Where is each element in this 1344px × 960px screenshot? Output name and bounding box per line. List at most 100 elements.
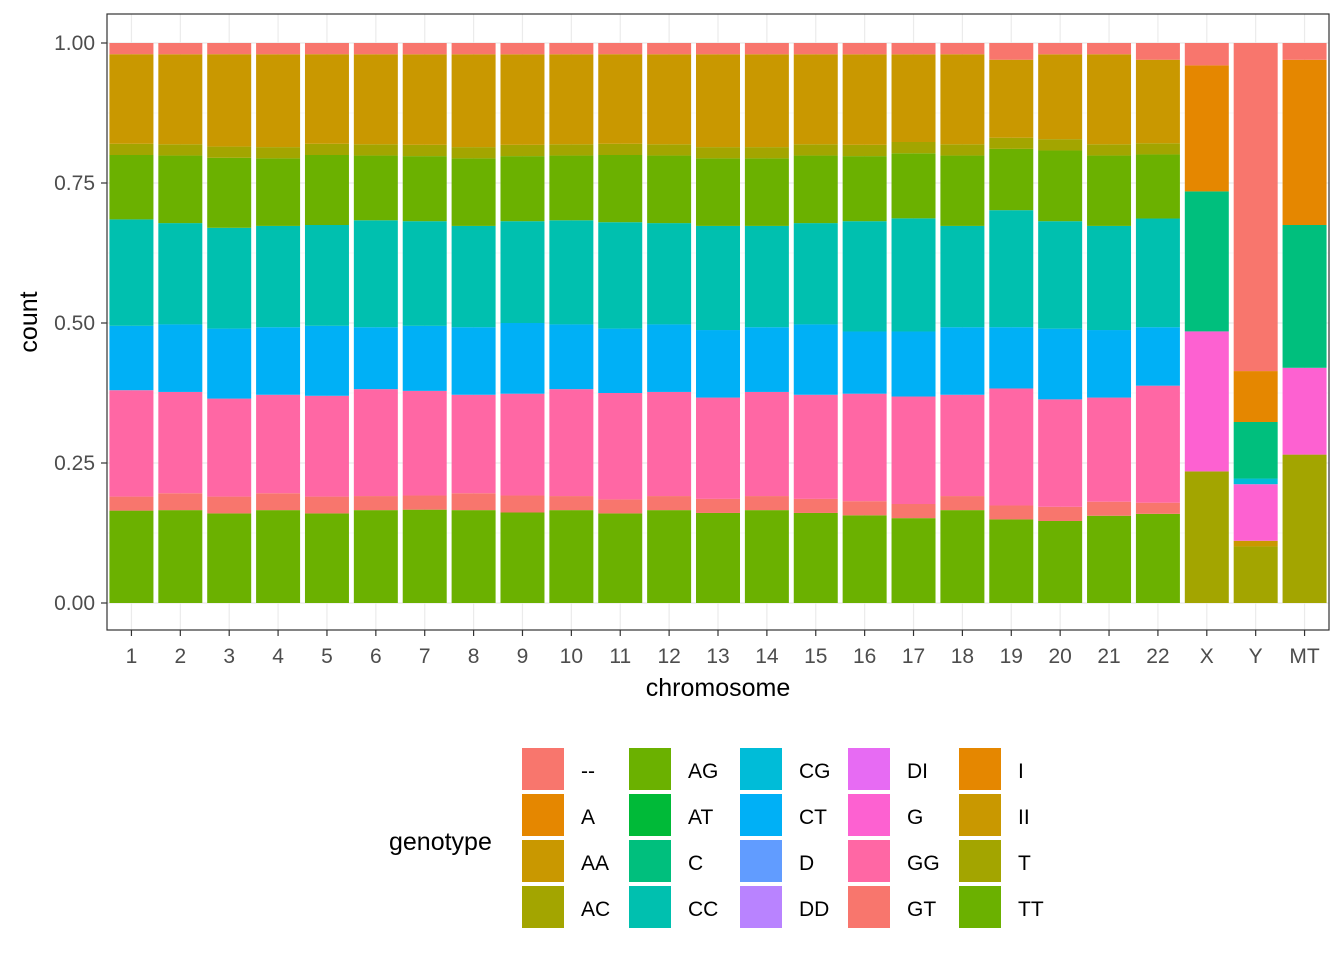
bars [109, 43, 1327, 603]
bar-segment-3-CT [207, 328, 252, 399]
bar-segment-15-AC [793, 144, 838, 156]
bar-segment-5-AG [304, 155, 349, 225]
bar-segment-19-AC [989, 137, 1034, 149]
bar-segment-16--- [842, 43, 887, 55]
bar-segment-8-AC [451, 147, 496, 159]
bar-segment-14-CC [744, 225, 789, 328]
legend-label-TT: TT [1018, 898, 1044, 921]
legend-key-AA [522, 840, 564, 882]
legend-title: genotype [389, 828, 492, 856]
bar-segment-22-CT [1135, 327, 1180, 386]
bar-segment-2-TT [158, 510, 203, 603]
bar-segment-2-AC [158, 144, 203, 156]
x-tick-label: 3 [223, 645, 235, 668]
bar-segment-21-GG [1087, 397, 1132, 502]
bar-segment-19-TT [989, 519, 1034, 603]
bar-segment-MT--- [1282, 43, 1327, 60]
legend-label-CG: CG [799, 760, 831, 783]
bar-segment-MT-A [1282, 59, 1327, 225]
x-tick-label: 2 [174, 645, 186, 668]
bar-segment-21-AG [1087, 155, 1132, 226]
bar-segment-12-GT [647, 496, 692, 511]
bar-segment-7-AG [402, 156, 447, 222]
bar-segment-18-AG [940, 155, 985, 226]
bar-segment-17-AG [891, 153, 936, 219]
bar-segment-9-AG [500, 156, 545, 222]
legend-label-GT: GT [907, 898, 936, 921]
bar-segment-22-CC [1135, 218, 1180, 328]
bar-segment-1-GT [109, 496, 154, 511]
bar-segment-9-AC [500, 144, 545, 157]
legend-label---: -- [581, 760, 595, 783]
x-tick-label: 20 [1048, 645, 1071, 668]
legend-key-GG [848, 840, 890, 882]
bar-segment-20-AG [1038, 150, 1083, 222]
bar-segment-6-CT [353, 327, 398, 390]
bar-segment-14-AA [744, 54, 789, 148]
legend-key-DI [848, 748, 890, 790]
y-tick-label: 0.25 [54, 452, 95, 475]
bar-segment-15--- [793, 43, 838, 55]
bar-segment-2-GT [158, 493, 203, 511]
legend-key-GT [848, 886, 890, 928]
bar-segment-11-CC [598, 222, 643, 329]
bar-segment-6-AG [353, 155, 398, 221]
bar-segment-MT-T [1282, 454, 1327, 603]
bar-segment-13-GG [696, 397, 740, 499]
bar-segment-19-AA [989, 59, 1034, 138]
x-tick-label: 5 [321, 645, 333, 668]
x-tick-label: 21 [1097, 645, 1120, 668]
bar-segment-11--- [598, 43, 643, 55]
x-tick-label: 17 [902, 645, 925, 668]
bar-segment-18-TT [940, 510, 985, 603]
bar-segment-X-G [1184, 331, 1229, 472]
bar-segment-9-CC [500, 221, 545, 323]
x-tick-label: 9 [517, 645, 529, 668]
bar-segment-13--- [696, 43, 740, 55]
bar-segment-21--- [1087, 43, 1132, 55]
bar-segment-14-AC [744, 147, 789, 159]
bar-segment-10-GG [549, 389, 594, 497]
bar-segment-6-CC [353, 220, 398, 328]
bar-segment-22-GG [1135, 385, 1180, 503]
y-tick-label: 1.00 [54, 32, 95, 55]
legend-label-G: G [907, 806, 923, 829]
bar-segment-8-CT [451, 327, 496, 395]
bar-segment-13-AA [696, 54, 740, 148]
x-tick-label: 11 [609, 645, 631, 668]
legend-key-CT [740, 794, 782, 836]
x-axis: 1 2 3 4 5 6 7 8 9 10 11 12 13 14 15 16 17 18 19 20 21 22 X Y MT [126, 630, 1320, 668]
bar-segment-15-CC [793, 223, 838, 325]
bar-segment-6-AC [353, 144, 398, 156]
bar-segment-2-GG [158, 391, 203, 494]
bar-segment-17-CT [891, 331, 936, 397]
bar-segment-10-AA [549, 54, 594, 145]
bar-segment-12-AG [647, 155, 692, 224]
bar-segment-18-CT [940, 327, 985, 395]
bar-segment-15-TT [793, 512, 838, 603]
bar-segment-4-AA [256, 54, 301, 148]
bar-segment-22-AC [1135, 143, 1180, 155]
bar-segment-11-AG [598, 155, 643, 223]
bar-segment-20-GT [1038, 506, 1083, 521]
bar-segment-22-AG [1135, 154, 1180, 219]
bar-segment-12-CT [647, 324, 692, 392]
bar-segment-MT-C [1282, 225, 1327, 368]
bar-segment-6-GG [353, 389, 398, 497]
bar-segment-5-AC [304, 143, 349, 155]
bar-segment-2-AA [158, 54, 203, 145]
bar-segment-12-AC [647, 144, 692, 156]
bar-segment-22-TT [1135, 513, 1180, 603]
bar-segment-4--- [256, 43, 301, 55]
bar-segment-6--- [353, 43, 398, 55]
bar-segment-17-CC [891, 218, 936, 332]
bar-segment-12-TT [647, 510, 692, 603]
bar-segment-16-TT [842, 515, 887, 603]
x-tick-label: 18 [951, 645, 974, 668]
bar-segment-15-AA [793, 54, 838, 145]
bar-segment-9-GG [500, 393, 545, 496]
bar-segment-5-AA [304, 54, 349, 144]
bar-segment-1--- [109, 43, 154, 55]
bar-segment-11-AC [598, 143, 643, 155]
